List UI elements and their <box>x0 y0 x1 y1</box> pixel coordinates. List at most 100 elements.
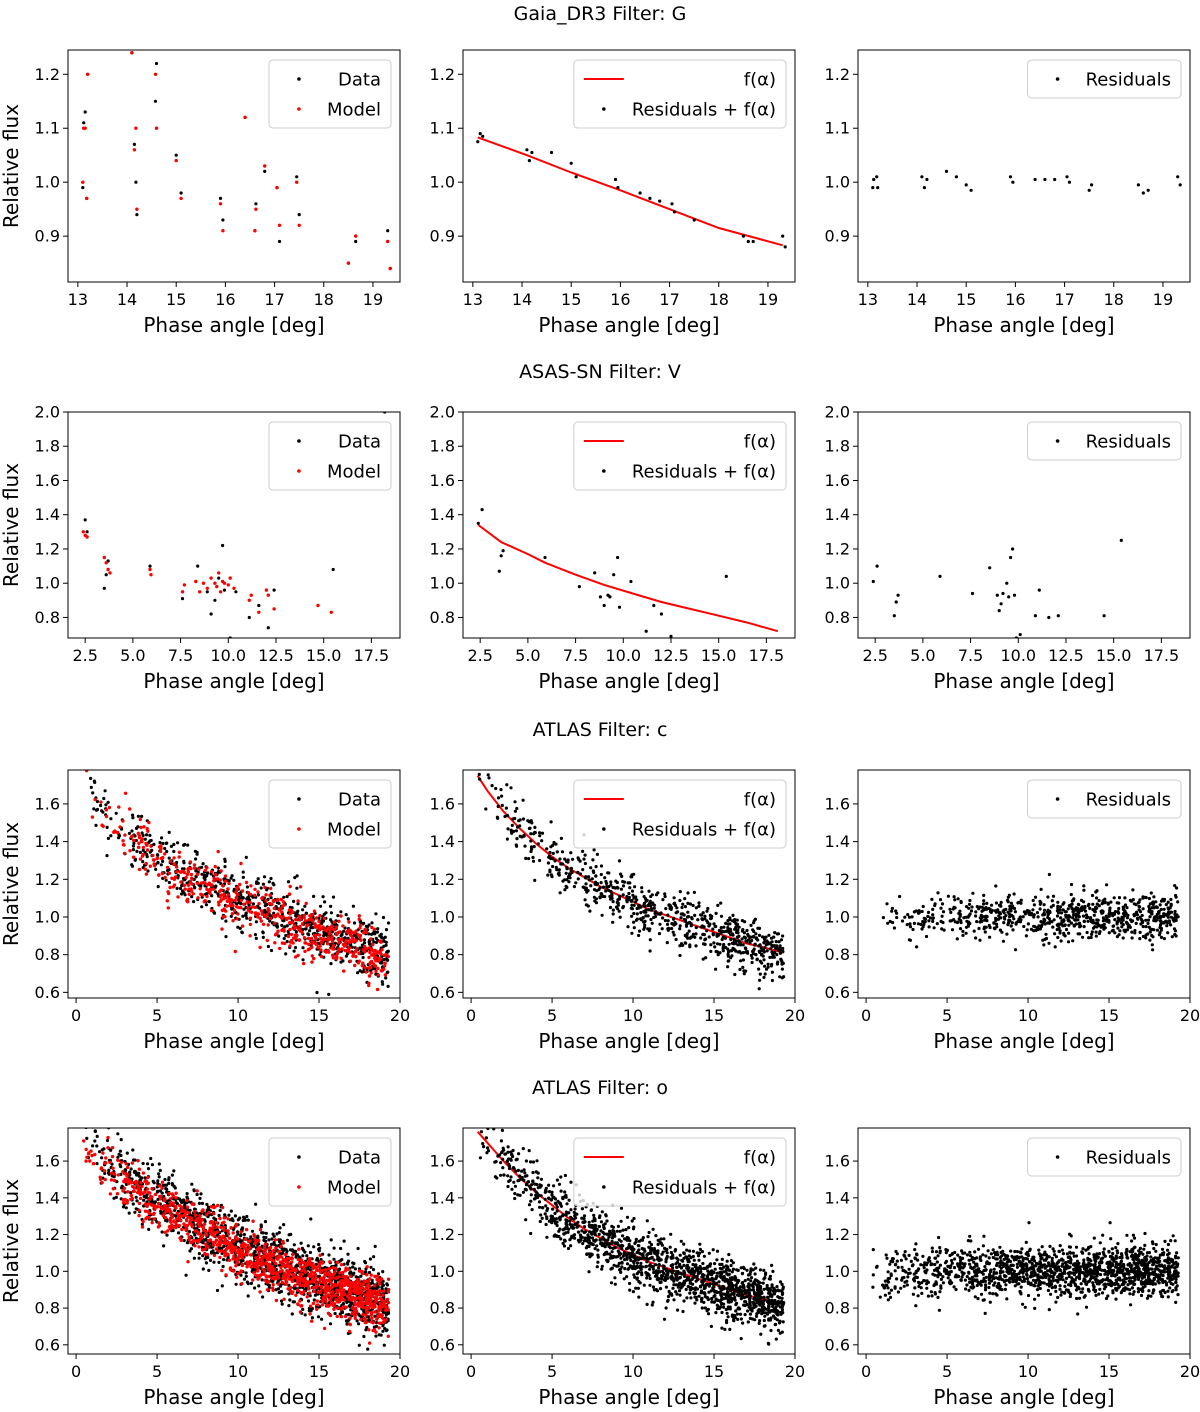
data-point <box>989 903 994 907</box>
data-point <box>603 876 607 880</box>
data-point <box>245 900 249 904</box>
legend: f(α)Residuals + f(α) <box>573 421 787 491</box>
data-point <box>888 919 892 924</box>
data-point <box>652 603 656 608</box>
data-point <box>608 595 612 599</box>
data-point <box>949 919 954 923</box>
data-point <box>300 1304 304 1308</box>
data-point <box>770 945 774 949</box>
data-point <box>513 809 518 813</box>
data-point <box>357 951 361 956</box>
data-point <box>649 894 653 899</box>
data-point <box>1107 931 1111 935</box>
data-point <box>267 910 271 914</box>
data-point <box>346 1262 350 1266</box>
data-point <box>632 896 636 900</box>
data-point <box>648 196 652 200</box>
data-point <box>312 1245 316 1249</box>
data-point <box>565 878 569 882</box>
data-point <box>232 586 236 590</box>
data-point <box>221 883 225 888</box>
data-point <box>1170 935 1174 939</box>
data-point <box>669 907 673 912</box>
data-point <box>483 763 486 766</box>
data-point <box>248 901 252 905</box>
data-point <box>1079 898 1084 903</box>
data-point <box>665 941 669 945</box>
data-point <box>118 825 122 829</box>
data-point <box>160 871 165 876</box>
data-point <box>927 925 931 929</box>
data-point <box>682 913 686 917</box>
data-point <box>953 920 957 924</box>
data-point <box>270 1242 274 1246</box>
data-point <box>131 1148 135 1152</box>
data-point <box>104 808 109 812</box>
data-point <box>559 836 564 841</box>
data-point <box>242 1232 246 1237</box>
data-point <box>1141 934 1145 939</box>
data-point <box>917 911 921 915</box>
data-point <box>131 848 135 852</box>
data-point <box>585 890 589 894</box>
plot-area <box>871 169 1182 195</box>
data-point <box>148 850 152 854</box>
data-point <box>385 1297 390 1302</box>
data-point <box>1034 928 1038 933</box>
data-point <box>751 952 756 956</box>
data-point <box>335 931 339 936</box>
data-point <box>576 870 580 875</box>
data-point <box>1097 899 1101 903</box>
data-point <box>1101 923 1105 928</box>
data-point <box>964 931 968 935</box>
data-point <box>1058 931 1062 935</box>
legend-label: Residuals <box>1086 432 1171 453</box>
legend-box <box>1027 59 1182 99</box>
data-point <box>381 915 386 920</box>
data-point <box>337 1268 341 1272</box>
data-point <box>667 927 671 931</box>
x-tick-label: 14 <box>512 290 532 309</box>
data-point <box>685 932 689 936</box>
data-point <box>147 1227 151 1231</box>
data-point <box>327 992 331 997</box>
data-point <box>109 834 113 838</box>
data-point <box>361 955 365 960</box>
data-point <box>363 1261 368 1265</box>
data-point <box>316 1315 321 1319</box>
x-tick-label: 5.0 <box>910 646 935 665</box>
data-point <box>89 785 93 790</box>
data-point <box>1047 872 1051 877</box>
data-point <box>354 939 358 943</box>
data-point <box>218 1208 222 1213</box>
data-point <box>521 798 525 802</box>
data-point <box>222 581 227 585</box>
legend-box <box>573 421 787 491</box>
data-point <box>84 1159 88 1163</box>
data-point <box>91 1144 95 1148</box>
x-axis-label: Phase angle [deg] <box>538 669 719 693</box>
axes-frame <box>67 769 401 999</box>
data-point <box>1065 175 1069 179</box>
data-point <box>1038 907 1042 911</box>
y-tick-label: 2.0 <box>35 403 60 422</box>
data-point <box>694 944 698 948</box>
data-point <box>267 1238 271 1242</box>
data-point <box>134 1195 138 1199</box>
data-point <box>1053 932 1057 936</box>
y-tick-label: 1.2 <box>430 539 455 558</box>
data-point <box>1117 911 1121 915</box>
data-point <box>773 950 777 955</box>
data-point <box>221 915 225 919</box>
data-point <box>1176 900 1180 904</box>
data-point <box>170 1183 175 1187</box>
data-point <box>141 845 146 850</box>
data-point <box>618 915 622 919</box>
data-point <box>715 950 720 954</box>
data-point <box>921 919 925 924</box>
data-point <box>940 914 944 918</box>
data-point <box>165 1219 169 1223</box>
data-point <box>229 914 233 919</box>
data-point <box>160 856 164 861</box>
data-point <box>265 913 269 917</box>
